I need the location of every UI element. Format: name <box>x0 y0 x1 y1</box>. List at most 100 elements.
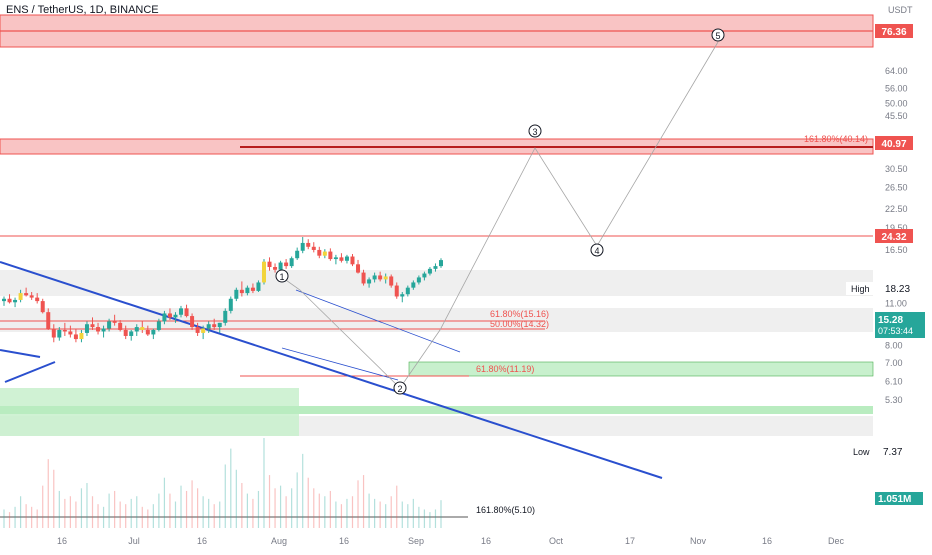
candle-53 <box>295 250 300 259</box>
volume-bar-74 <box>412 498 414 528</box>
volume-bar-55 <box>307 477 309 528</box>
volume-bar-56 <box>313 488 315 528</box>
volume-bar-51 <box>285 496 287 528</box>
time-tick-7: Oct <box>549 536 564 546</box>
time-tick-9: Nov <box>690 536 707 546</box>
candle-69 <box>383 276 388 280</box>
svg-text:4: 4 <box>594 246 599 256</box>
candle-40 <box>223 310 228 323</box>
volume-bar-9 <box>53 469 55 528</box>
volume-bar-45 <box>252 498 254 528</box>
volume-bar-20 <box>114 490 116 528</box>
volume-bar-54 <box>302 453 304 528</box>
candle-26 <box>145 329 150 335</box>
volume-bar-72 <box>401 501 403 528</box>
volume-bar-38 <box>213 504 215 528</box>
candle-7 <box>40 301 45 313</box>
candle-52 <box>289 258 294 267</box>
volume-bar-31 <box>174 501 177 528</box>
volume-bar-22 <box>125 504 127 528</box>
candle-43 <box>239 289 244 294</box>
svg-text:1.051M: 1.051M <box>878 494 911 505</box>
svg-text:2: 2 <box>397 384 402 394</box>
candle-68 <box>378 275 383 280</box>
volume-bar-76 <box>423 509 426 528</box>
candle-62 <box>344 256 349 261</box>
svg-text:40.97: 40.97 <box>881 139 906 150</box>
fib-618-lower-label: 61.80%(11.19) <box>476 364 534 374</box>
volume-bar-27 <box>152 504 154 528</box>
svg-text:18.23: 18.23 <box>885 284 910 295</box>
volume-bar-59 <box>329 490 331 528</box>
volume-bar-16 <box>91 496 94 528</box>
price-tick-9: 16.50 <box>885 245 908 255</box>
volume-bar-52 <box>291 488 293 528</box>
candle-6 <box>35 297 40 302</box>
time-tick-6: 16 <box>481 536 491 546</box>
candle-17 <box>96 327 101 332</box>
candle-10 <box>57 329 62 338</box>
candle-12 <box>68 331 73 335</box>
volume-bar-3 <box>19 496 22 528</box>
symbol-title: ENS / TetherUS, 1D, BINANCE <box>6 4 159 16</box>
volume-bar-57 <box>318 493 320 528</box>
current-price-badge: 15.28 07:53:44 <box>875 312 925 338</box>
volume-bar-37 <box>208 498 210 528</box>
candle-1 <box>7 298 12 303</box>
candle-4 <box>24 293 29 296</box>
candle-60 <box>333 257 338 260</box>
volume-bar-53 <box>296 472 298 528</box>
candle-29 <box>162 313 167 322</box>
price-tick-5: 30.50 <box>885 164 908 174</box>
candle-75 <box>416 277 421 283</box>
support-zone-lower <box>0 406 873 414</box>
candle-67 <box>372 275 377 280</box>
low-badge: Low 7.37 <box>848 445 913 458</box>
volume-bar-39 <box>219 501 221 528</box>
candle-78 <box>433 266 438 269</box>
candle-19 <box>107 321 112 329</box>
volume-bar-50 <box>279 485 282 528</box>
price-tick-0: 64.00 <box>885 66 908 76</box>
candle-47 <box>261 261 266 283</box>
volume-bar-19 <box>108 493 110 528</box>
volume-bar-68 <box>379 501 381 528</box>
fib-161-upper-label: 161.80%(40.14) <box>804 134 868 144</box>
badge-24: 24.32 <box>875 229 913 243</box>
time-tick-10: 16 <box>762 536 772 546</box>
svg-text:7.37: 7.37 <box>883 447 903 458</box>
candle-74 <box>411 282 416 288</box>
price-tick-2: 50.00 <box>885 99 908 109</box>
volume-bar-48 <box>268 475 271 528</box>
candle-54 <box>300 242 305 251</box>
volume-bar-13 <box>75 501 77 528</box>
wave-label-2: 2 <box>393 381 407 395</box>
candle-2 <box>13 299 18 303</box>
candle-50 <box>278 262 283 270</box>
candle-51 <box>284 262 289 267</box>
volume-bar-46 <box>257 490 260 528</box>
trendline-left-down <box>0 349 41 358</box>
range-zone-upper <box>0 270 873 296</box>
svg-text:07:53:44: 07:53:44 <box>878 326 913 336</box>
volume-bar-5 <box>31 506 33 528</box>
candle-8 <box>46 312 51 329</box>
volume-bar-24 <box>136 496 138 528</box>
candle-56 <box>311 246 316 250</box>
volume-bar-79 <box>440 500 442 528</box>
candle-70 <box>389 276 394 286</box>
price-tick-8: 19.50 <box>885 223 908 233</box>
volume-bar-2 <box>14 506 16 528</box>
currency-label: USDT <box>888 5 913 15</box>
volume-layer <box>3 438 442 528</box>
time-tick-3: Aug <box>271 536 287 546</box>
volume-badge: 1.051M <box>875 492 923 505</box>
time-tick-0: 16 <box>57 536 67 546</box>
volume-bar-61 <box>340 504 343 528</box>
candle-72 <box>400 294 405 297</box>
price-tick-3: 45.50 <box>885 111 908 121</box>
candle-45 <box>250 287 255 291</box>
wedge-lower <box>281 347 399 381</box>
